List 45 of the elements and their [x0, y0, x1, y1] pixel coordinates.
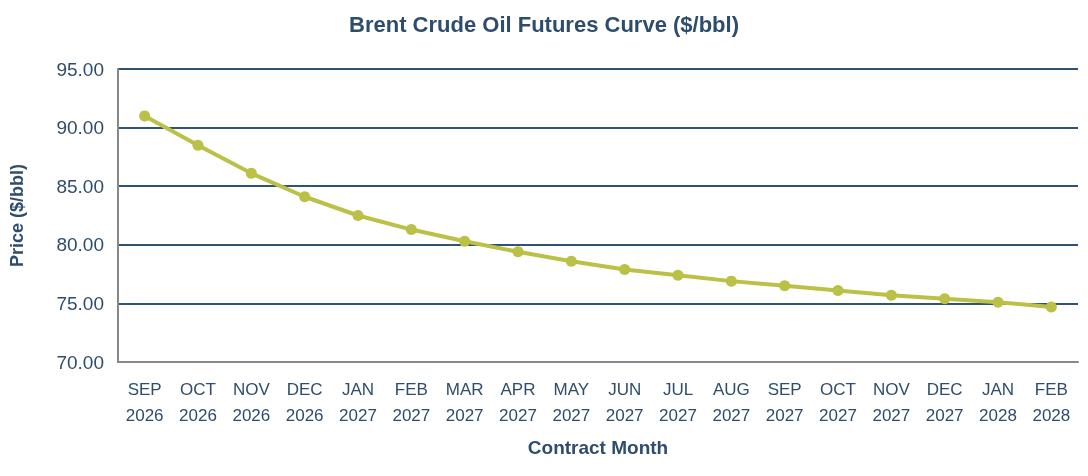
x-axis-title: Contract Month [527, 437, 669, 458]
x-tick-label: JAN 2027 [339, 379, 377, 425]
y-tick-label: 85.00 [56, 175, 104, 197]
x-tick-label: NOV 2026 [232, 379, 271, 425]
x-tick-label: MAY 2027 [552, 379, 591, 425]
x-tick-label: JUN 2027 [605, 379, 644, 425]
x-tick-label: OCT 2026 [179, 379, 217, 425]
point [352, 210, 364, 221]
x-tick-label: OCT 2027 [819, 379, 857, 425]
point [512, 246, 524, 258]
point [459, 235, 471, 247]
x-tick-label: DEC 2027 [925, 379, 964, 425]
point [1045, 301, 1057, 313]
y-tick-label: 95.00 [56, 58, 104, 80]
point [725, 275, 737, 287]
point [779, 280, 791, 292]
point [619, 263, 631, 275]
x-tick-label: NOV 2027 [872, 379, 911, 425]
x-tick-label: FEB 2028 [1032, 379, 1071, 425]
point [992, 296, 1004, 308]
y-tick-label: 80.00 [56, 234, 104, 256]
point [939, 293, 951, 305]
y-tick-label: 75.00 [56, 292, 104, 314]
y-axis-title: Price ($/bbl) [7, 163, 27, 268]
chart-title: Brent Crude Oil Futures Curve ($/bbl) [349, 11, 739, 37]
point [192, 139, 204, 151]
point [405, 224, 417, 236]
point [245, 167, 257, 179]
point [565, 255, 577, 267]
y-tick-label: 90.00 [56, 117, 104, 139]
point [672, 269, 684, 281]
point [832, 285, 844, 296]
y-tick-label: 70.00 [56, 351, 104, 373]
point [139, 110, 151, 122]
x-tick-label: SEP 2027 [765, 379, 804, 425]
point [299, 191, 311, 203]
x-tick-label: FEB 2027 [392, 379, 431, 425]
x-tick-label: AUG 2027 [712, 379, 751, 425]
point [885, 289, 897, 301]
x-tick-label: SEP 2026 [125, 379, 164, 425]
x-tick-label: JAN 2028 [979, 379, 1017, 425]
x-tick-label: APR 2027 [499, 379, 537, 425]
x-tick-label: DEC 2026 [285, 379, 324, 425]
x-tick-label: JUL 2027 [659, 379, 697, 425]
x-tick-label: MAR 2027 [445, 379, 484, 425]
